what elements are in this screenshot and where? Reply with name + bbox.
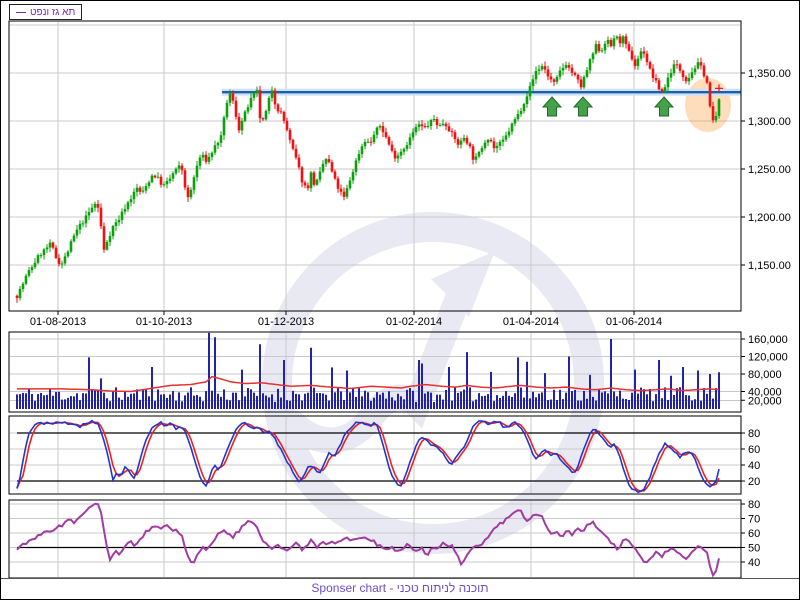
svg-text:01-10-2013: 01-10-2013 xyxy=(136,316,192,328)
svg-text:120,000: 120,000 xyxy=(748,352,788,364)
buy-arrows xyxy=(541,96,675,117)
volume-panel xyxy=(16,332,720,409)
series-legend-label: תא גז ונפט xyxy=(30,6,76,18)
volume-ma-line xyxy=(17,375,720,393)
svg-text:60: 60 xyxy=(748,528,760,540)
svg-text:50: 50 xyxy=(748,543,760,555)
svg-text:40,000: 40,000 xyxy=(748,387,782,399)
svg-text:01-04-2014: 01-04-2014 xyxy=(503,316,559,328)
svg-text:40: 40 xyxy=(748,557,760,569)
svg-text:70: 70 xyxy=(748,514,760,526)
svg-text:80: 80 xyxy=(748,428,760,440)
svg-text:1,250.00: 1,250.00 xyxy=(748,164,791,176)
highlight-ellipse xyxy=(685,78,731,132)
up-arrow-icon xyxy=(653,96,675,117)
svg-text:20,000: 20,000 xyxy=(748,395,782,407)
svg-text:160,000: 160,000 xyxy=(748,334,788,346)
svg-text:01-06-2014: 01-06-2014 xyxy=(606,316,662,328)
svg-text:1,350.00: 1,350.00 xyxy=(748,68,791,80)
axis-labels: 1,350.00 1,300.00 1,250.00 1,200.00 1,150.00… xyxy=(30,68,791,569)
series-legend[interactable]: — תא גז ונפט xyxy=(9,4,83,20)
candlesticks xyxy=(15,33,721,303)
svg-text:01-12-2013: 01-12-2013 xyxy=(258,316,314,328)
rsi-panel xyxy=(16,502,741,578)
panel-borders xyxy=(8,20,742,579)
price-panel xyxy=(15,33,741,303)
stochastic-panel xyxy=(16,419,741,494)
watermark-logo xyxy=(262,212,604,554)
svg-text:60: 60 xyxy=(748,444,760,456)
svg-text:20: 20 xyxy=(748,476,760,488)
rsi-line xyxy=(16,502,720,578)
svg-text:1,150.00: 1,150.00 xyxy=(748,260,791,272)
last-price-marker xyxy=(715,84,723,93)
footer-title: Sponser chart - תוכנה לניתוח טכני xyxy=(1,578,799,597)
stoch-k-line xyxy=(16,419,720,494)
svg-text:1,200.00: 1,200.00 xyxy=(748,212,791,224)
up-arrow-icon xyxy=(541,96,563,117)
svg-text:80: 80 xyxy=(748,499,760,511)
series-line-sample-icon: — xyxy=(16,6,26,18)
gridlines xyxy=(10,22,740,577)
svg-text:40: 40 xyxy=(748,460,760,472)
svg-text:01-08-2013: 01-08-2013 xyxy=(30,316,86,328)
svg-text:80,000: 80,000 xyxy=(748,369,782,381)
svg-text:01-02-2014: 01-02-2014 xyxy=(386,316,442,328)
svg-text:1,300.00: 1,300.00 xyxy=(748,116,791,128)
up-arrow-icon xyxy=(572,96,594,117)
